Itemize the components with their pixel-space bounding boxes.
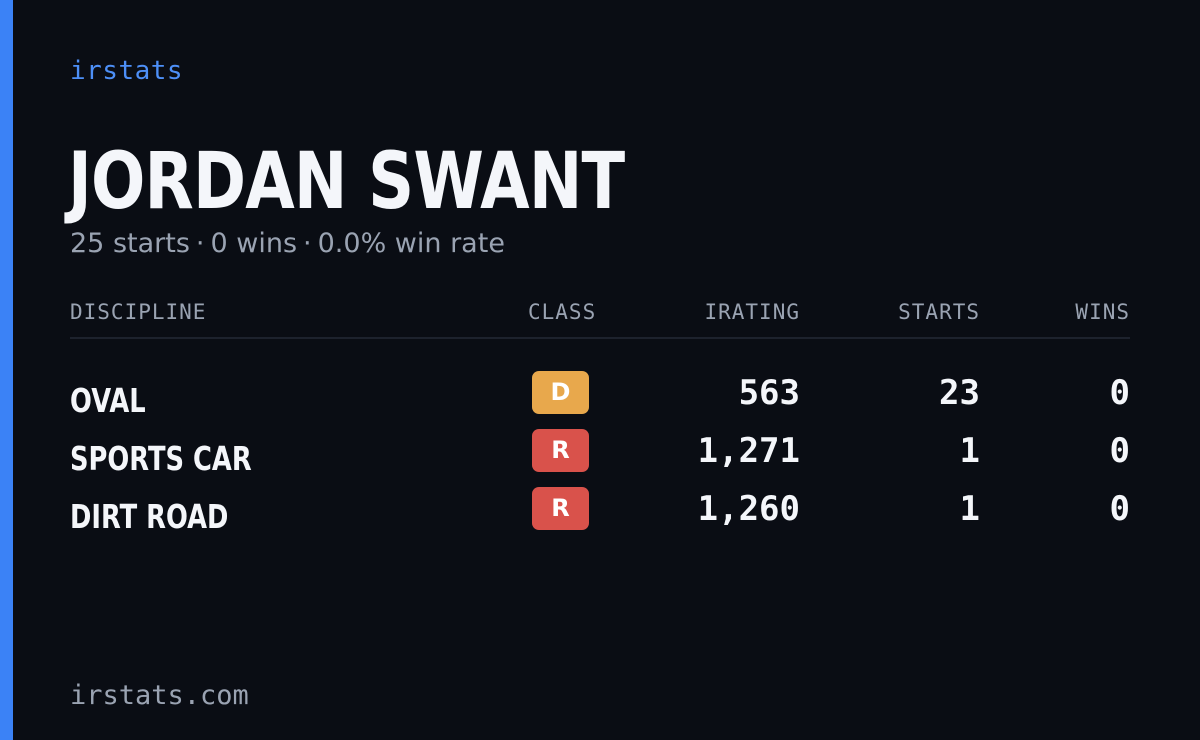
class-badge: R	[532, 487, 589, 530]
wins-value: 0	[1109, 489, 1130, 529]
class-badge: D	[532, 371, 589, 414]
separator: ·	[195, 228, 205, 259]
header-starts: STARTS	[898, 300, 980, 324]
player-name: JORDAN SWANT	[68, 137, 625, 227]
table-body: OVAL D 563 23 0 SPORTS CAR R 1,271 1 0 D…	[70, 339, 1130, 545]
player-summary: 25 starts · 0 wins · 0.0% win rate	[70, 228, 505, 259]
irating-value: 1,271	[697, 431, 800, 471]
header-discipline: DISCIPLINE	[70, 300, 207, 324]
starts-value: 1	[959, 489, 980, 529]
discipline-name: OVAL	[70, 381, 146, 420]
irating-value: 563	[738, 373, 800, 413]
starts-value: 1	[959, 431, 980, 471]
accent-bar	[0, 0, 13, 740]
wins-value: 0	[1109, 373, 1130, 413]
header-irating: IRATING	[704, 300, 800, 324]
discipline-table: DISCIPLINE CLASS IRATING STARTS WINS OVA…	[70, 298, 1130, 545]
separator: ·	[303, 228, 312, 259]
table-row: OVAL D 563 23 0	[70, 371, 1130, 429]
discipline-name: DIRT ROAD	[70, 497, 229, 536]
irating-value: 1,260	[697, 489, 800, 529]
table-row: SPORTS CAR R 1,271 1 0	[70, 429, 1130, 487]
header-class: CLASS	[528, 300, 597, 324]
table-header: DISCIPLINE CLASS IRATING STARTS WINS	[70, 298, 1130, 339]
brand-logo-text: irstats	[70, 56, 184, 86]
wins-value: 0	[1109, 431, 1130, 471]
footer-url[interactable]: irstats.com	[70, 680, 249, 711]
wins-summary: 0 wins	[210, 228, 298, 259]
class-badge: R	[532, 429, 589, 472]
discipline-name: SPORTS CAR	[70, 439, 252, 478]
table-row: DIRT ROAD R 1,260 1 0	[70, 487, 1130, 545]
starts-summary: 25 starts	[70, 228, 190, 259]
starts-value: 23	[939, 373, 980, 413]
win-rate-summary: 0.0% win rate	[317, 228, 505, 259]
header-wins: WINS	[1075, 300, 1130, 324]
